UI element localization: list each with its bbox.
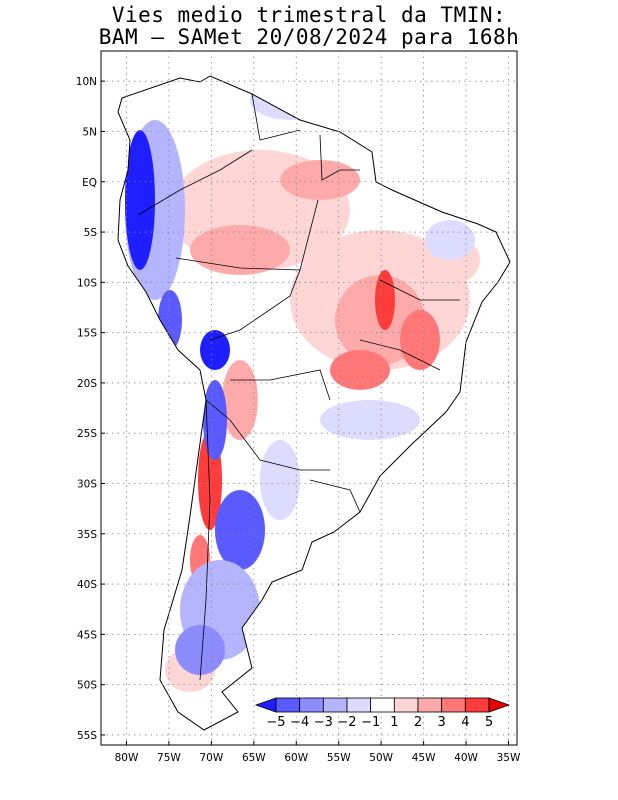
lat-tick-label: 20S bbox=[77, 378, 97, 390]
lon-tick-label: 75W bbox=[157, 752, 181, 764]
lon-tick-label: 60W bbox=[284, 752, 308, 764]
colorbar-box bbox=[417, 697, 443, 713]
border-venezuela bbox=[251, 93, 301, 141]
colorbar-max-arrow bbox=[488, 697, 511, 713]
lat-tick-label: 40S bbox=[77, 579, 97, 591]
border-brazil-states-1 bbox=[379, 279, 460, 301]
colorbar-label: −4 bbox=[290, 715, 309, 730]
colorbar-box bbox=[275, 697, 301, 713]
colorbar-box bbox=[441, 697, 466, 713]
colorbar-label: 2 bbox=[414, 715, 422, 730]
lat-tick-label: 10N bbox=[76, 76, 97, 88]
lat-tick-label: 30S bbox=[77, 478, 97, 490]
colorbar-label: 5 bbox=[485, 715, 493, 730]
colorbar-box bbox=[299, 697, 324, 713]
colorbar-box bbox=[464, 697, 490, 713]
border-uruguay bbox=[309, 479, 361, 513]
lat-tick-label: 45S bbox=[77, 629, 97, 641]
lat-tick-labels: 10N 5N EQ 5S 10S 15S 20S 25S 30S 35S 40S 45S 50S 55S bbox=[76, 76, 105, 742]
colorbar-label: −2 bbox=[337, 715, 356, 730]
lon-tick-labels: 80W 75W 70W 65W 60W 55W 50W 45W 40W 35W bbox=[115, 741, 521, 764]
lon-tick-label: 50W bbox=[369, 752, 393, 764]
lon-tick-label: 80W bbox=[115, 752, 139, 764]
lat-tick-label: 5N bbox=[82, 126, 97, 138]
border-guianas bbox=[319, 134, 360, 181]
border-brazil-peru bbox=[175, 199, 319, 271]
colorbar-box bbox=[393, 697, 419, 713]
border-colombia-peru bbox=[137, 149, 253, 216]
negative-bias-regions bbox=[125, 80, 475, 675]
colorbar-label: 3 bbox=[438, 715, 446, 730]
lon-tick-label: 65W bbox=[242, 752, 266, 764]
lat-tick-label: 55S bbox=[77, 730, 97, 742]
border-bolivia bbox=[209, 269, 301, 341]
grid-lines bbox=[101, 51, 517, 745]
colorbar-box bbox=[370, 697, 395, 713]
colorbar-label: 1 bbox=[390, 715, 398, 730]
colorbar-label: −3 bbox=[314, 715, 333, 730]
border-paraguay bbox=[230, 369, 331, 401]
lat-tick-label: 35S bbox=[77, 529, 97, 541]
colorbar: −5 −4 −3 −2 −1 1 2 3 4 5 bbox=[254, 697, 511, 730]
lon-tick-label: 35W bbox=[497, 752, 521, 764]
colorbar-label: −1 bbox=[361, 715, 380, 730]
lat-tick-label: 5S bbox=[84, 227, 98, 239]
colorbar-label: −5 bbox=[266, 715, 285, 730]
lon-tick-label: 55W bbox=[327, 752, 351, 764]
lon-tick-label: 70W bbox=[199, 752, 223, 764]
colorbar-box bbox=[346, 697, 372, 713]
lon-tick-label: 45W bbox=[412, 752, 436, 764]
map-title-line1: Vies medio trimestral da TMIN: bbox=[111, 3, 507, 27]
colorbar-label: 4 bbox=[461, 715, 469, 730]
colorbar-box bbox=[322, 697, 348, 713]
lat-tick-label: 15S bbox=[77, 328, 97, 340]
lat-tick-label: 50S bbox=[77, 680, 97, 692]
map-title-line2: BAM – SAMet 20/08/2024 para 168h bbox=[98, 25, 520, 49]
border-argentina bbox=[205, 399, 330, 471]
lat-tick-label: 25S bbox=[77, 428, 97, 440]
lat-tick-label: EQ bbox=[82, 177, 97, 189]
country-borders bbox=[137, 93, 460, 681]
border-brazil-states-2 bbox=[359, 339, 441, 371]
coastline bbox=[117, 75, 511, 731]
lat-tick-label: 10S bbox=[77, 277, 97, 289]
border-chile-argentina bbox=[199, 399, 211, 681]
lon-tick-label: 40W bbox=[454, 752, 478, 764]
